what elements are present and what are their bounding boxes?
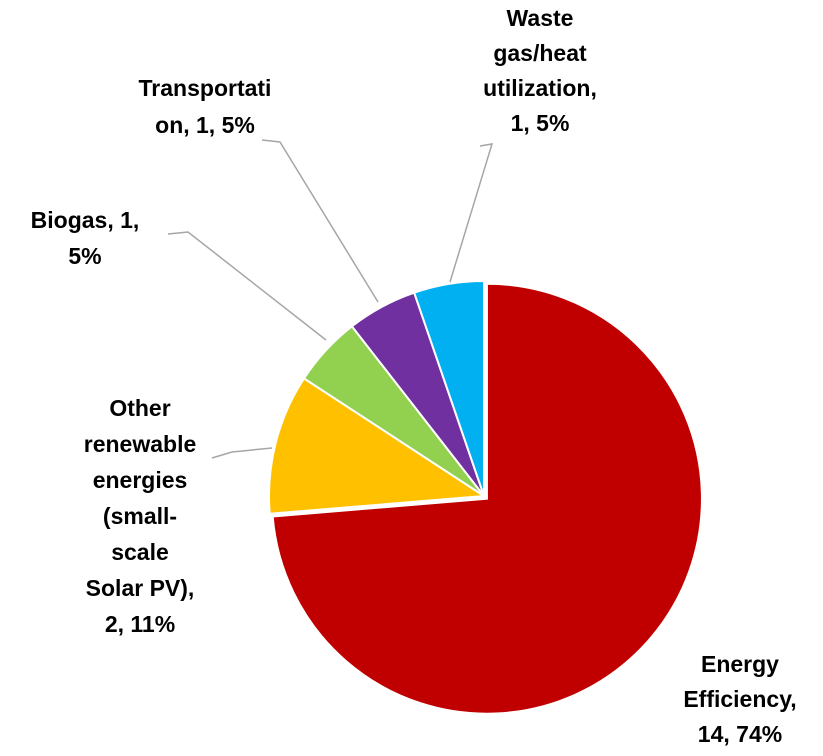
data-label: 1, 5% xyxy=(511,110,570,136)
leader-line xyxy=(261,139,379,303)
data-label: Efficiency, xyxy=(683,686,796,712)
leader-line xyxy=(449,143,494,283)
data-label: 2, 11% xyxy=(105,611,175,637)
data-label: energies xyxy=(93,467,188,493)
data-label: renewable xyxy=(84,431,197,457)
data-label: Waste xyxy=(507,5,574,31)
data-label: Solar PV), xyxy=(86,575,195,601)
data-label: 14, 74% xyxy=(698,721,782,747)
data-label: gas/heat xyxy=(493,40,587,66)
data-label: Energy xyxy=(701,651,779,677)
leader-line xyxy=(167,231,327,341)
data-label: on, 1, 5% xyxy=(155,112,255,138)
data-label: scale xyxy=(111,539,169,565)
pie-slice xyxy=(271,282,703,715)
pie-slice xyxy=(268,377,487,515)
leader-line xyxy=(211,447,273,459)
data-label: (small- xyxy=(103,503,177,529)
pie-slice xyxy=(412,279,485,497)
data-label: 5% xyxy=(68,243,101,269)
data-label: utilization, xyxy=(483,75,597,101)
data-label: Transportati xyxy=(139,75,272,101)
data-label: Biogas, 1, xyxy=(31,207,140,233)
data-label: Other xyxy=(109,395,170,421)
